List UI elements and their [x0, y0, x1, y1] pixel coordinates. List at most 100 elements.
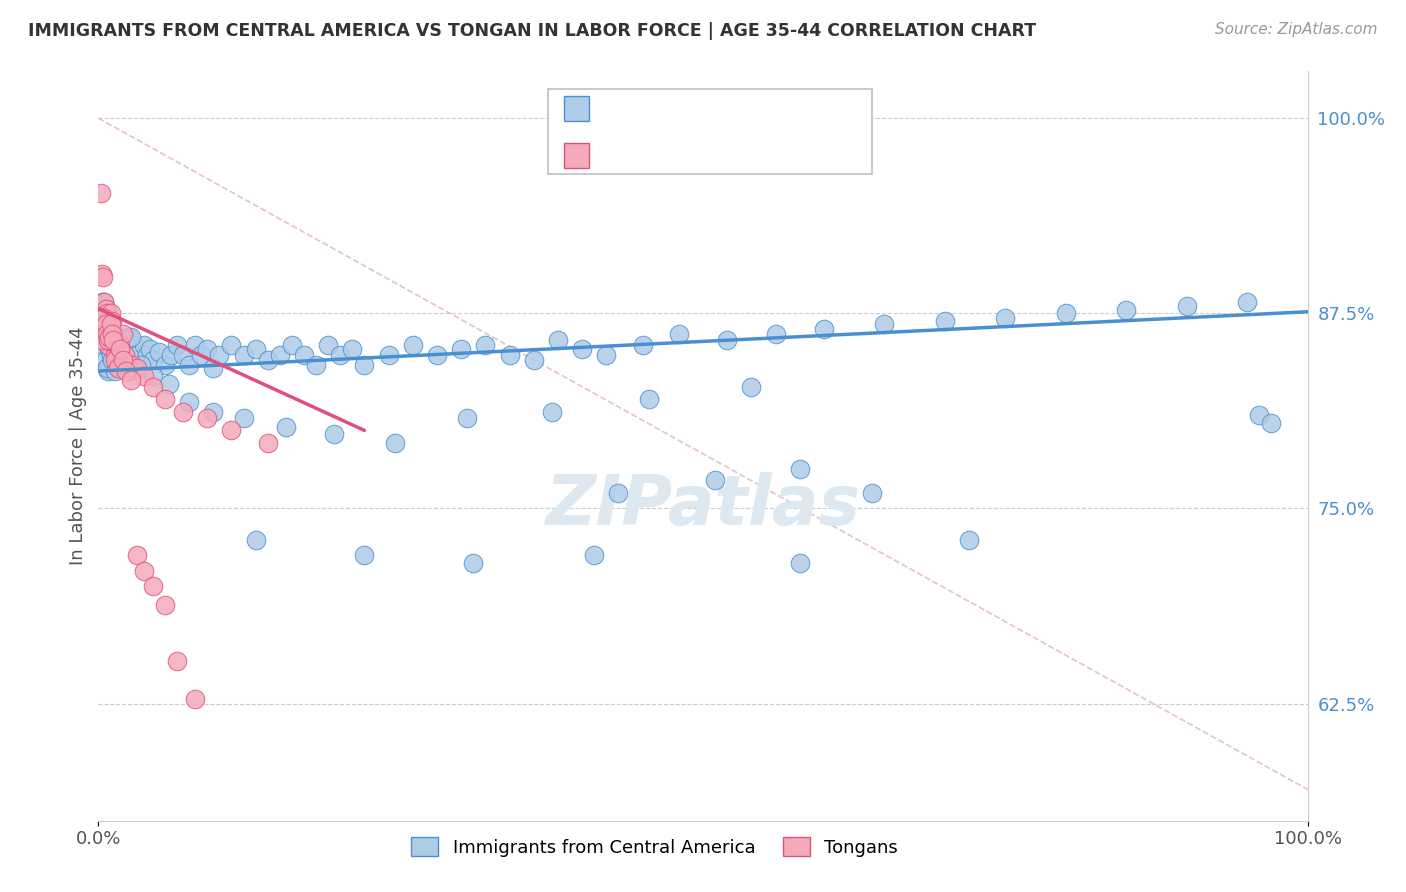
Point	[202, 404, 225, 418]
Text: 57: 57	[748, 144, 775, 163]
Point	[540, 404, 562, 418]
Point	[166, 337, 188, 351]
Point	[631, 337, 654, 351]
Point	[121, 353, 143, 368]
Point	[112, 348, 135, 362]
Point	[91, 337, 114, 351]
Point	[153, 599, 176, 613]
Point	[232, 410, 254, 425]
Point	[108, 343, 131, 357]
Point	[1115, 303, 1137, 318]
Point	[104, 364, 127, 378]
Point	[202, 361, 225, 376]
Point	[148, 345, 170, 359]
Point	[108, 343, 131, 357]
Point	[232, 348, 254, 362]
Point	[129, 361, 152, 376]
Point	[110, 343, 132, 357]
Text: Source: ZipAtlas.com: Source: ZipAtlas.com	[1215, 22, 1378, 37]
Point	[100, 326, 122, 341]
Point	[957, 533, 980, 547]
Point	[98, 343, 121, 357]
Point	[571, 343, 593, 357]
Point	[118, 364, 141, 378]
Point	[498, 348, 520, 362]
Point	[134, 337, 156, 351]
Point	[115, 364, 138, 378]
Point	[179, 395, 201, 409]
Point	[1249, 408, 1271, 422]
Point	[157, 376, 180, 391]
Point	[323, 426, 346, 441]
Point	[97, 333, 120, 347]
Point	[245, 533, 267, 547]
Point	[765, 326, 787, 341]
Point	[172, 404, 194, 418]
Point	[96, 361, 118, 376]
Point	[100, 322, 122, 336]
Point	[98, 314, 121, 328]
Point	[329, 348, 352, 362]
Point	[91, 268, 114, 282]
Point	[121, 358, 143, 372]
Point	[96, 361, 118, 376]
Point	[789, 462, 811, 476]
Point	[94, 301, 117, 316]
Point	[91, 322, 114, 336]
Point	[96, 333, 118, 347]
Point	[100, 306, 122, 320]
Point	[96, 333, 118, 347]
Point	[704, 474, 727, 488]
Y-axis label: In Labor Force | Age 35-44: In Labor Force | Age 35-44	[69, 326, 87, 566]
Point	[873, 317, 896, 331]
Point	[1236, 295, 1258, 310]
Text: IMMIGRANTS FROM CENTRAL AMERICA VS TONGAN IN LABOR FORCE | AGE 35-44 CORRELATION: IMMIGRANTS FROM CENTRAL AMERICA VS TONGA…	[28, 22, 1036, 40]
Point	[716, 333, 738, 347]
Point	[97, 311, 120, 326]
Text: N =: N =	[709, 97, 748, 115]
Point	[142, 368, 165, 383]
Point	[111, 353, 134, 368]
Point	[208, 348, 231, 362]
Point	[221, 423, 243, 437]
Text: ZIPatlas: ZIPatlas	[546, 473, 860, 540]
Text: R =: R =	[599, 97, 638, 115]
Point	[100, 333, 122, 347]
Point	[179, 358, 201, 372]
Point	[100, 314, 122, 328]
Point	[103, 337, 125, 351]
Point	[595, 348, 617, 362]
Point	[105, 337, 128, 351]
Point	[402, 337, 425, 351]
Point	[142, 380, 165, 394]
Point	[111, 326, 134, 341]
Point	[221, 337, 243, 351]
Point	[108, 353, 131, 368]
Point	[108, 358, 131, 372]
Point	[111, 348, 134, 362]
Point	[107, 348, 129, 362]
Point	[94, 326, 117, 341]
Point	[789, 556, 811, 570]
Point	[97, 314, 120, 328]
Point	[1175, 298, 1198, 313]
Point	[98, 326, 121, 341]
Point	[100, 353, 122, 368]
Point	[134, 368, 156, 383]
Point	[98, 330, 121, 344]
Point	[195, 343, 218, 357]
Point	[93, 322, 115, 336]
Point	[117, 358, 139, 372]
Text: 0.150: 0.150	[638, 96, 700, 116]
Point	[114, 337, 136, 351]
Point	[107, 361, 129, 376]
Point	[523, 353, 546, 368]
Point	[96, 326, 118, 341]
Point	[108, 337, 131, 351]
Point	[105, 330, 128, 344]
Point	[342, 343, 364, 357]
Point	[142, 580, 165, 594]
Point	[91, 270, 114, 285]
Point	[583, 549, 606, 563]
Point	[256, 435, 278, 450]
